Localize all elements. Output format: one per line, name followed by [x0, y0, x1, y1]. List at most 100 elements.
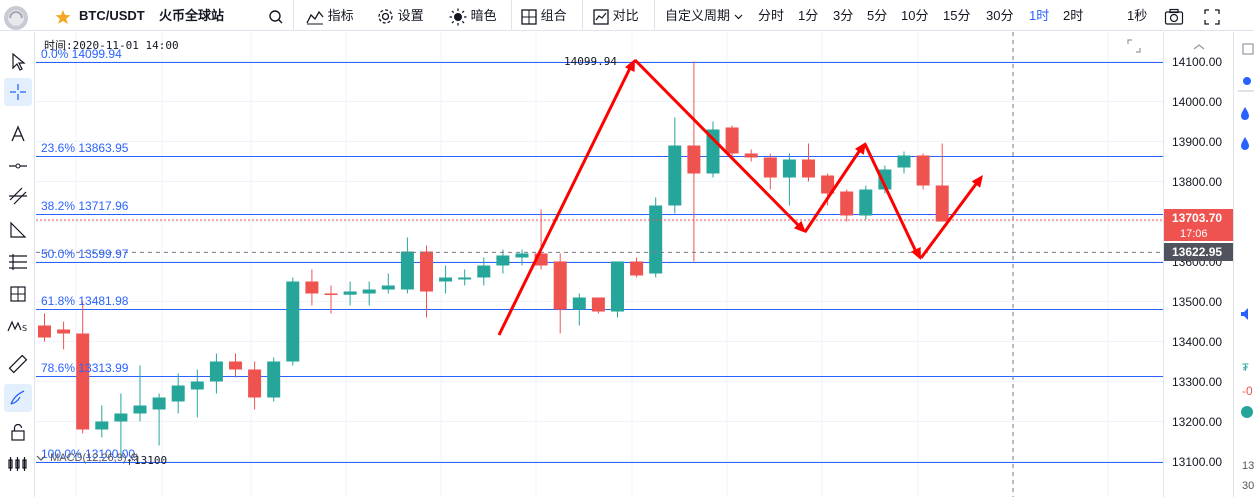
fibonacci-tool-icon[interactable] [4, 248, 32, 276]
candle-body [935, 185, 949, 222]
fullscreen-icon[interactable] [1204, 0, 1220, 31]
interval-2h[interactable]: 2时 [1063, 8, 1084, 23]
combine-button[interactable]: 组合 [521, 0, 567, 31]
expand-icon[interactable] [1242, 42, 1254, 60]
side-panel-edge: ₮ -0 13 30 [1233, 32, 1254, 497]
red-drawing-arrow-up [919, 179, 981, 259]
interval-fenshi[interactable]: 分时 [758, 8, 785, 23]
maximize-pane-icon[interactable] [1126, 38, 1142, 59]
candle-body [76, 333, 90, 430]
candle-body [95, 421, 109, 430]
pattern-tool-icon[interactable]: S [4, 312, 32, 340]
interval-30m[interactable]: 30分 [986, 8, 1014, 23]
fib-level-label: 61.8% 13481.98 [41, 294, 129, 308]
text-tool-icon[interactable] [4, 120, 32, 148]
horizontal-line-icon[interactable] [4, 152, 32, 180]
cursor-arrow-icon[interactable] [4, 48, 32, 76]
interval-1h-active[interactable]: 1时 [1029, 8, 1050, 23]
red-arrowhead [854, 142, 866, 155]
candle-body [439, 277, 453, 282]
candle-body [248, 369, 262, 398]
compare-button[interactable]: 对比 [593, 0, 639, 31]
search-icon[interactable] [268, 0, 284, 31]
drawing-toolbar: S [0, 32, 35, 497]
price-tick-label: 13300.00 [1172, 374, 1223, 389]
high-annotation: 14099.94 [564, 55, 617, 68]
indicators-label: 指标 [327, 8, 354, 23]
camera-icon[interactable] [1164, 0, 1184, 31]
red-arrowhead [793, 220, 806, 233]
settings-button[interactable]: 设置 [377, 0, 424, 31]
measure-box-icon[interactable] [4, 280, 32, 308]
price-tick-label: 13500.00 [1172, 294, 1223, 309]
fib-level-label: 50.0% 13599.97 [41, 247, 129, 261]
interval-1m[interactable]: 1分 [798, 8, 819, 23]
candle-body [343, 291, 357, 295]
candlestick-chart[interactable] [36, 32, 1163, 497]
low-annotation: 13100 [134, 454, 168, 467]
custom-period-dropdown[interactable]: 自定义周期 [665, 0, 743, 31]
settings-label: 设置 [397, 8, 424, 23]
settings-small-icon[interactable]: ⚙ [129, 452, 140, 464]
layout-icon [521, 8, 537, 25]
ruler-icon[interactable] [4, 350, 32, 378]
red-arrowhead [971, 175, 983, 188]
candle-body [458, 277, 472, 280]
candle-body [286, 281, 300, 362]
speaker-icon[interactable] [1240, 307, 1252, 326]
price-axis[interactable]: 14100.0014000.0013900.0013800.0013700.00… [1163, 32, 1233, 497]
indicators-button[interactable]: 指标 [306, 0, 354, 31]
logo-icon [2, 0, 30, 31]
candle-body [802, 159, 815, 178]
red-arrowhead [911, 247, 921, 260]
fib-level-label: 78.6% 13313.99 [41, 361, 129, 375]
interval-15m[interactable]: 15分 [943, 8, 971, 23]
collapse-icon[interactable] [1192, 38, 1206, 56]
candle-body [840, 191, 854, 216]
candle-body [305, 281, 319, 294]
indicators-icon [306, 10, 324, 25]
price-tick-label: 13100.00 [1172, 454, 1223, 469]
symbol-name[interactable]: BTC/USDT [79, 8, 145, 23]
candle-body [420, 251, 433, 292]
candle-body [362, 289, 376, 294]
interval-10m[interactable]: 10分 [901, 8, 929, 23]
top-toolbar: BTC/USDT 火币全球站 指标 设置 暗色 组合 对比 自定义周期 分时 1… [0, 0, 1254, 31]
candle-body [267, 361, 281, 398]
candle-body [763, 157, 777, 178]
dark-mode-button[interactable]: 暗色 [449, 0, 497, 31]
interval-5m[interactable]: 5分 [867, 8, 888, 23]
candle-body [630, 261, 644, 276]
triangle-tool-icon[interactable] [4, 216, 32, 244]
time-info: 时间:2020-11-01 14:00 [44, 39, 179, 52]
red-drawing-arrow-down [863, 143, 920, 257]
chart-pane[interactable]: 时间:2020-11-01 14:00 0.0% 14099.94 23.6% 1… [36, 32, 1163, 497]
speed-label[interactable]: 1秒 [1127, 8, 1148, 23]
candle-body [591, 297, 605, 312]
chevron-down-icon [36, 455, 46, 461]
brush-icon[interactable] [4, 384, 32, 412]
candle-body [496, 255, 510, 266]
drop-icon [1240, 106, 1250, 125]
candle-body [897, 155, 911, 168]
macd-legend[interactable]: MACD(12,26,9) ⚙ [35, 451, 139, 464]
candle-body [611, 261, 624, 312]
edge-text-2: 13 [1242, 460, 1254, 472]
interval-3m[interactable]: 3分 [833, 8, 854, 23]
candle-body [381, 285, 395, 290]
visibility-icon[interactable] [4, 450, 32, 478]
candle-body [687, 145, 701, 174]
candle-body [668, 145, 682, 206]
combine-label: 组合 [540, 8, 567, 23]
price-tick-label: 13200.00 [1172, 414, 1223, 429]
parallel-channel-icon[interactable] [4, 182, 32, 210]
candle-body [38, 325, 51, 338]
svg-text:S: S [22, 324, 27, 333]
candle-body [209, 361, 223, 382]
lock-icon[interactable] [4, 418, 32, 446]
crosshair-icon[interactable] [4, 78, 32, 106]
candle-body [152, 397, 166, 410]
dot-icon [1240, 74, 1254, 93]
favorite-star-icon[interactable] [55, 0, 71, 31]
candle-body [133, 405, 147, 414]
